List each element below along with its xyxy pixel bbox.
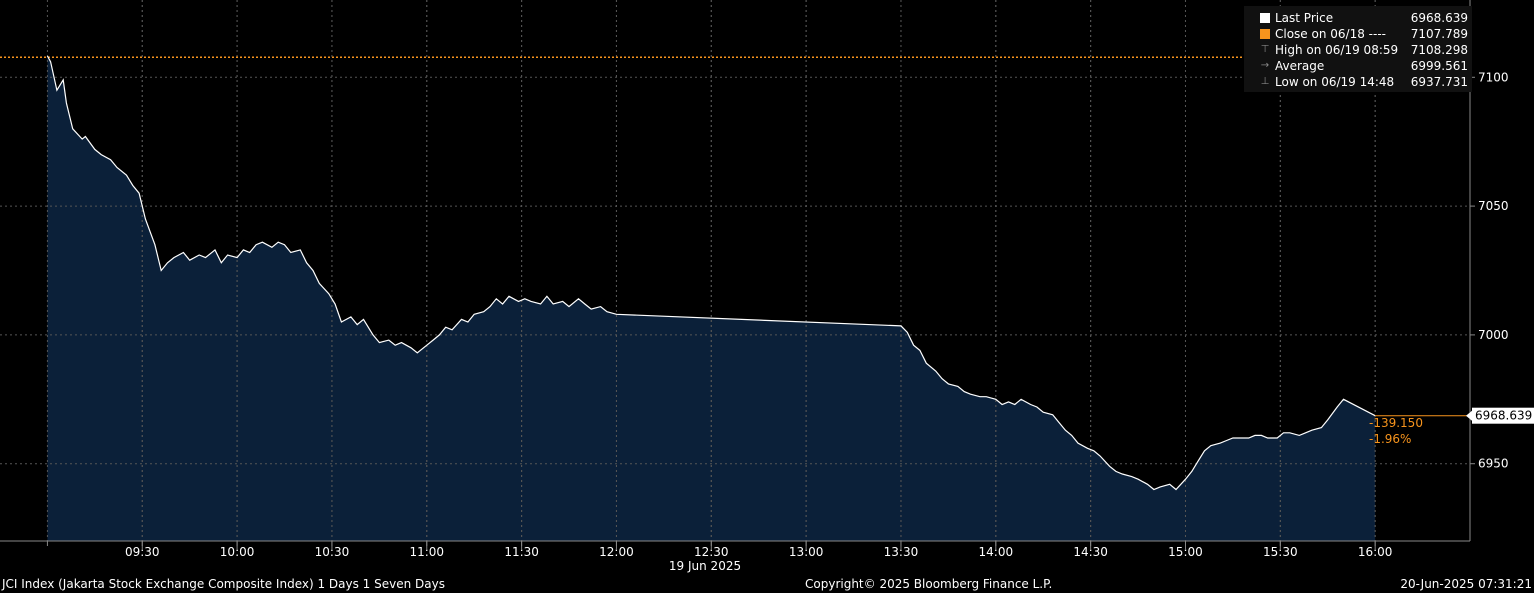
price-line-layer [0, 55, 1470, 491]
legend-label: Low on 06/19 14:48 [1275, 75, 1395, 89]
low-marker-icon: ⊥ [1260, 76, 1270, 87]
legend-label: Average [1275, 59, 1325, 73]
last-price-tag-arrow [1466, 410, 1472, 421]
y-tick-label: 6950 [1478, 457, 1509, 471]
x-tick-label: 11:30 [504, 545, 539, 559]
axis-layer: 6950 7000 7050 7100 09:30 10:00 10:30 11:00 11:3… [0, 0, 1534, 559]
legend-value: 7108.298 [1410, 43, 1468, 57]
x-tick-label: 11:00 [409, 545, 444, 559]
legend-item-low[interactable]: ⊥ Low on 06/19 14:48 6937.731 [1248, 74, 1468, 90]
area-fill-layer [47, 55, 1376, 542]
change-abs: -139.150 [1369, 416, 1423, 430]
legend-label: High on 06/19 08:59 [1275, 43, 1399, 57]
legend-value: 6968.639 [1410, 11, 1468, 25]
x-tick-label: 14:00 [979, 545, 1014, 559]
x-tick-label: 14:30 [1073, 545, 1108, 559]
y-tick-label: 7050 [1478, 199, 1509, 213]
x-tick-label: 10:00 [220, 545, 255, 559]
x-tick-label: 13:30 [884, 545, 919, 559]
legend-item-average[interactable]: → Average 6999.561 [1248, 58, 1468, 74]
x-tick-label: 12:00 [599, 545, 634, 559]
y-tick-label: 7100 [1478, 70, 1509, 84]
legend-label: Last Price [1275, 11, 1334, 25]
x-tick-label: 09:30 [125, 545, 160, 559]
white-square-icon [1260, 13, 1270, 23]
footer-copyright: Copyright© 2025 Bloomberg Finance L.P. [805, 577, 1053, 591]
grid-layer [0, 0, 1470, 541]
average-marker-icon: → [1260, 60, 1270, 71]
legend-box: Last Price 6968.639 Close on 06/18 ---- … [1244, 6, 1472, 92]
footer-timestamp: 20-Jun-2025 07:31:21 [1400, 577, 1532, 591]
legend-item-last-price[interactable]: Last Price 6968.639 [1248, 10, 1468, 26]
legend-value: 7107.789 [1410, 27, 1468, 41]
x-tick-label: 15:30 [1263, 545, 1298, 559]
x-tick-label: 13:00 [789, 545, 824, 559]
date-label: 19 Jun 2025 [669, 559, 741, 573]
orange-square-icon [1260, 29, 1270, 39]
legend-value: 6999.561 [1410, 59, 1468, 73]
last-price-tag-label: 6968.639 [1475, 409, 1532, 423]
legend-value: 6937.731 [1410, 75, 1468, 89]
y-tick-label: 7000 [1478, 328, 1509, 342]
x-tick-label: 12:30 [694, 545, 729, 559]
price-area-fill [47, 55, 1376, 542]
footer-security-description: JCI Index (Jakarta Stock Exchange Compos… [2, 577, 445, 591]
legend-item-close[interactable]: Close on 06/18 ---- 7107.789 [1248, 26, 1468, 42]
last-price-tag [1472, 407, 1534, 424]
x-tick-label: 15:00 [1168, 545, 1203, 559]
x-tick-label: 10:30 [315, 545, 350, 559]
legend-item-high[interactable]: ⊤ High on 06/19 08:59 7108.298 [1248, 42, 1468, 58]
change-pct: -1.96% [1369, 432, 1411, 446]
x-tick-label: 16:00 [1358, 545, 1393, 559]
legend-label: Close on 06/18 ---- [1275, 27, 1386, 41]
price-line [46, 55, 1376, 491]
high-marker-icon: ⊤ [1260, 44, 1270, 55]
